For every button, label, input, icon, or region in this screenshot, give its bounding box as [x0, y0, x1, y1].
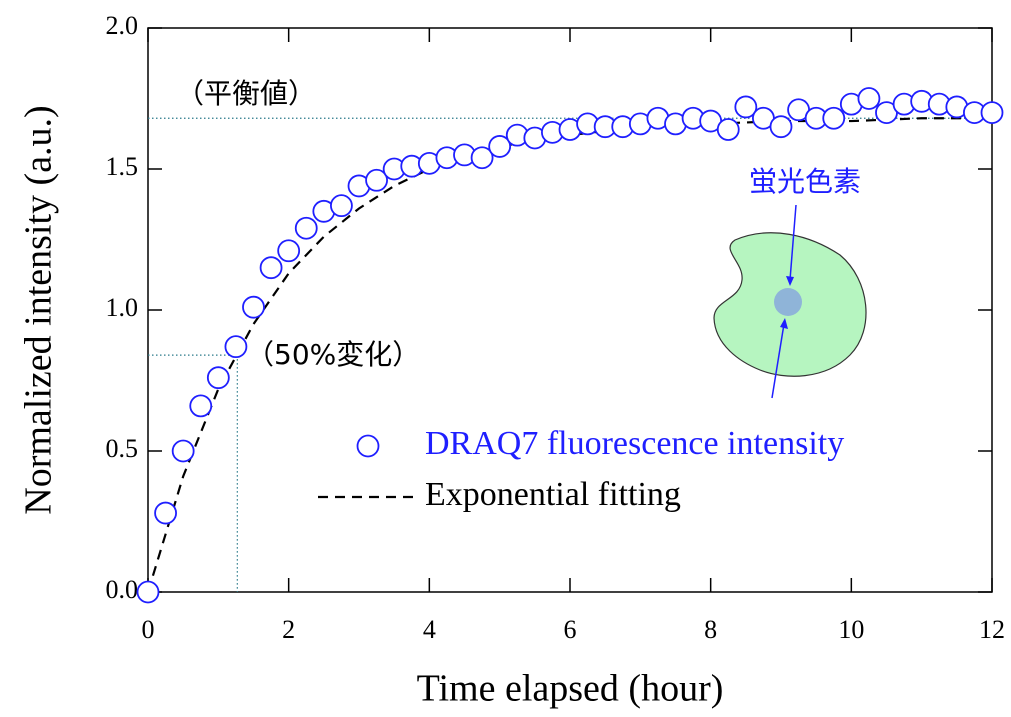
y-tick-label: 0.5: [106, 434, 139, 463]
data-point: [206, 366, 230, 390]
legend-swatch: [356, 434, 380, 458]
x-tick-label: 4: [423, 615, 436, 644]
y-axis-title: Normalized intensity (a.u.): [18, 105, 60, 514]
data-point: [857, 87, 881, 110]
y-tick-label: 0.0: [106, 575, 139, 604]
dye-label: 蛍光色素: [749, 165, 861, 198]
data-point: [224, 335, 248, 359]
legend-label: Exponential fitting: [425, 476, 681, 513]
x-tick-label: 6: [564, 615, 577, 644]
data-point: [189, 394, 213, 418]
data-point: [277, 239, 301, 263]
half-change-label: （50%変化）: [246, 338, 420, 371]
y-tick-label: 2.0: [106, 11, 139, 40]
data-point: [769, 115, 793, 139]
y-tick-label: 1.0: [106, 293, 139, 322]
data-point: [242, 295, 265, 319]
cell-illustration: [713, 204, 867, 399]
data-point: [980, 101, 1004, 124]
data-point: [716, 118, 740, 141]
data-point: [365, 168, 388, 192]
data-point: [734, 95, 758, 119]
x-axis-title: Time elapsed (hour): [417, 668, 724, 710]
data-point: [330, 194, 353, 218]
data-point: [154, 501, 177, 525]
x-tick-label: 12: [979, 615, 1005, 644]
data-point: [171, 439, 195, 463]
x-tick-label: 0: [142, 615, 155, 644]
x-tick-label: 10: [838, 615, 864, 644]
x-tick-label: 2: [282, 615, 295, 644]
legend-label: DRAQ7 fluorescence intensity: [425, 425, 844, 462]
equilibrium-label: （平衡値）: [176, 77, 316, 110]
data-point: [294, 216, 318, 240]
x-tick-label: 8: [704, 615, 717, 644]
data-point: [488, 135, 512, 158]
data-point: [259, 256, 283, 280]
data-point: [136, 580, 160, 604]
data-point: [822, 106, 846, 130]
data-point: [470, 146, 494, 170]
y-tick-label: 1.5: [106, 152, 139, 181]
